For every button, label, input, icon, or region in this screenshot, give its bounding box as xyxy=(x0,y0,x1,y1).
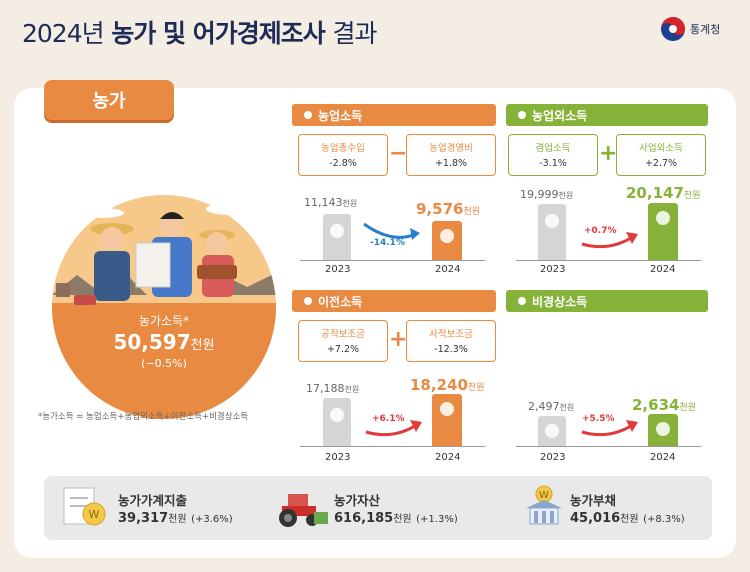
public-subsidy-box: 공적보조금 +7.2% xyxy=(298,320,388,362)
title-year: 2024년 xyxy=(22,19,105,48)
receipt-coin-icon: W xyxy=(63,487,106,526)
grain-icon xyxy=(545,424,559,438)
private-subsidy-box: 사적보조금 -12.3% xyxy=(406,320,496,362)
grain-icon xyxy=(656,422,670,436)
non-ag-income-2023-value: 19,999천원 xyxy=(520,188,574,201)
farmers-icon xyxy=(52,203,276,305)
other-business-box: 사업외소득 +2.7% xyxy=(616,134,706,176)
irregular-income-change: +5.5% xyxy=(582,414,615,424)
irregular-income-baseline xyxy=(516,446,701,447)
year-label: 2024 xyxy=(650,452,676,463)
grain-icon xyxy=(330,408,344,422)
transfer-income-2023-value: 17,188천원 xyxy=(306,382,360,395)
farm-income-unit: 천원 xyxy=(190,338,215,353)
bullet-dot-icon xyxy=(518,111,526,119)
farm-income-number: 50,597 xyxy=(113,330,191,354)
ag-income-2024-value: 9,576천원 xyxy=(416,200,481,218)
household-expense-value: 39,317천원 (+3.6%) xyxy=(118,511,233,526)
title-tail: 결과 xyxy=(332,19,377,48)
bullet-dot-icon xyxy=(304,111,312,119)
grain-icon xyxy=(545,214,559,228)
side-business-box: 겸업소득 -3.1% xyxy=(508,134,598,176)
agency-name: 통계청 xyxy=(690,23,721,36)
farm-debt-label: 농가부채 xyxy=(570,493,617,508)
plus-operator: + xyxy=(599,141,618,166)
farm-illustration xyxy=(52,195,276,419)
grain-icon xyxy=(440,402,454,416)
taegeuk-icon xyxy=(661,17,685,41)
section-header-irregular-income: 비경상소득 xyxy=(506,290,708,312)
year-label: 2023 xyxy=(325,264,351,275)
grain-icon xyxy=(440,229,454,243)
tractor-icon xyxy=(279,494,328,527)
farm-income-value: 50,597천원 xyxy=(52,330,276,354)
ag-income-change: -14.1% xyxy=(370,238,405,248)
summary-bar xyxy=(44,476,712,540)
ag-income-2023-value: 11,143천원 xyxy=(304,196,358,209)
up-arrow-icon xyxy=(365,420,422,437)
transfer-income-2024-bar xyxy=(432,394,462,446)
bullet-dot-icon xyxy=(304,297,312,305)
up-arrow-icon xyxy=(581,232,638,249)
title-main: 농가 및 어가경제조사 xyxy=(111,19,325,48)
year-label: 2024 xyxy=(435,452,461,463)
page-title: 2024년 농가 및 어가경제조사 결과 xyxy=(22,14,378,50)
year-label: 2023 xyxy=(325,452,351,463)
farm-assets-value: 616,185천원 (+1.3%) xyxy=(334,511,458,526)
bank-coin-icon: W xyxy=(526,485,562,525)
farm-income-label: 농가소득* xyxy=(138,314,190,328)
grain-icon xyxy=(656,211,670,225)
income-formula: *농가소득 = 농업소득+농업외소득+이전소득+비경상소득 xyxy=(38,412,249,422)
irregular-income-2023-bar xyxy=(538,416,566,446)
non-ag-income-2024-value: 20,147천원 xyxy=(626,184,701,202)
non-ag-income-baseline xyxy=(516,260,701,261)
year-label: 2023 xyxy=(540,452,566,463)
ag-income-baseline xyxy=(300,260,485,261)
year-label: 2024 xyxy=(650,264,676,275)
svg-text:W: W xyxy=(539,490,549,501)
plus-operator: + xyxy=(389,327,408,352)
ag-income-2023-bar xyxy=(323,214,351,260)
section-header-non-ag-income: 농업외소득 xyxy=(506,104,708,126)
minus-operator: − xyxy=(389,141,408,166)
non-ag-income-2024-bar xyxy=(648,203,678,260)
ag-expense-box: 농업경영비 +1.8% xyxy=(406,134,496,176)
svg-text:W: W xyxy=(89,508,100,521)
ag-revenue-box: 농업총수입 -2.8% xyxy=(298,134,388,176)
up-arrow-icon xyxy=(581,420,638,437)
farm-debt-value: 45,016천원 (+8.3%) xyxy=(570,511,685,526)
bullet-dot-icon xyxy=(518,297,526,305)
farm-assets-label: 농가자산 xyxy=(334,493,381,508)
ag-income-2024-bar xyxy=(432,221,462,260)
tab-farm: 농가 xyxy=(44,80,174,120)
non-ag-income-2023-bar xyxy=(538,204,566,260)
irregular-income-2024-bar xyxy=(648,414,678,446)
section-header-ag-income: 농업소득 xyxy=(292,104,496,126)
year-label: 2023 xyxy=(540,264,566,275)
transfer-income-baseline xyxy=(300,446,485,447)
down-arrow-icon xyxy=(363,222,420,240)
section-header-transfer-income: 이전소득 xyxy=(292,290,496,312)
transfer-income-2023-bar xyxy=(323,398,351,446)
year-label: 2024 xyxy=(435,264,461,275)
farm-income-change: (−0.5%) xyxy=(141,357,187,370)
transfer-income-2024-value: 18,240천원 xyxy=(410,376,485,394)
irregular-income-2023-value: 2,497천원 xyxy=(528,400,575,413)
household-expense-label: 농가가계지출 xyxy=(118,493,188,508)
agency-logo: 통계청 xyxy=(660,16,720,42)
transfer-income-change: +6.1% xyxy=(372,414,405,424)
grain-icon xyxy=(330,224,344,238)
non-ag-income-change: +0.7% xyxy=(584,226,617,236)
irregular-income-2024-value: 2,634천원 xyxy=(632,396,697,414)
